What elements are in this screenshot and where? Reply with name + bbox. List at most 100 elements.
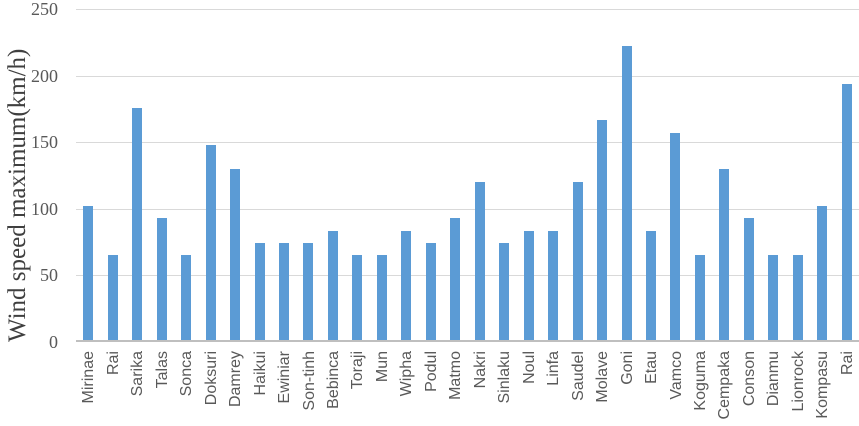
bar-Sonca: [181, 255, 192, 342]
bar-slot: [712, 9, 736, 342]
bar-slot: [516, 9, 540, 342]
bar-slot: [149, 9, 173, 342]
bar-Etau: [646, 231, 657, 342]
x-tick-label-text: Sinlaku: [496, 351, 514, 404]
bar-Conson: [743, 218, 754, 342]
bar-Matmo: [450, 218, 461, 342]
x-tick-label-text: Wipha: [398, 351, 416, 397]
bar-Rai: [107, 255, 118, 342]
x-tick-label-text: Dianmu: [765, 351, 783, 407]
bar-Kompasu: [817, 206, 828, 342]
bar-slot: [541, 9, 565, 342]
bar-slot: [345, 9, 369, 342]
bar-Sinlaku: [499, 243, 510, 342]
bar-slot: [419, 9, 443, 342]
bar-Nakri: [474, 182, 485, 342]
bar-slot: [786, 9, 810, 342]
bar-slot: [100, 9, 124, 342]
plot-area: [76, 9, 859, 342]
bar-Damrey: [230, 168, 241, 342]
bars-container: [76, 9, 859, 342]
bar-Sarika: [132, 107, 143, 342]
bar-slot: [247, 9, 271, 342]
bar-Koguma: [694, 255, 705, 342]
x-tick-label-text: Sarika: [129, 351, 147, 397]
x-tick-label-text: Koguma: [692, 351, 709, 411]
bar-Wipha: [401, 231, 412, 342]
bar-Rai: [841, 83, 852, 342]
x-tick-label-text: Matmo: [447, 351, 465, 400]
bar-slot: [688, 9, 712, 342]
bar-Ewiniar: [278, 243, 289, 342]
bar-slot: [761, 9, 785, 342]
bar-Haikui: [254, 243, 265, 342]
bar-Son-tinh: [303, 243, 314, 342]
bar-Podul: [425, 243, 436, 342]
bar-Mirinae: [83, 206, 94, 342]
bar-slot: [565, 9, 589, 342]
bar-Mun: [376, 255, 387, 342]
bar-slot: [443, 9, 467, 342]
gridline-100: [76, 209, 859, 210]
x-tick-label-text: Mirinae: [80, 351, 98, 404]
bar-slot: [76, 9, 100, 342]
bar-slot: [174, 9, 198, 342]
x-tick-label-text: Damrey: [227, 351, 244, 408]
x-tick-label-text: Mun: [373, 351, 391, 383]
bar-slot: [810, 9, 834, 342]
bar-Noul: [523, 231, 534, 342]
gridline-250: [76, 9, 859, 10]
gridline-200: [76, 76, 859, 77]
x-tick-label-text: Lionrock: [789, 351, 807, 412]
x-tick-label-text: Son-tinh: [300, 351, 318, 411]
x-tick-label-text: Toraji: [349, 351, 367, 390]
bar-Linfa: [548, 231, 559, 342]
x-tick-label-text: Ewiniar: [276, 351, 293, 404]
bar-Lionrock: [792, 255, 803, 342]
y-tick-label-100: 100: [31, 199, 58, 219]
x-tick-label-text: Rai: [104, 351, 122, 376]
bar-Bebinca: [327, 231, 338, 342]
bar-Toraji: [352, 255, 363, 342]
bar-Molave: [597, 119, 608, 342]
bar-slot: [492, 9, 516, 342]
bar-slot: [223, 9, 247, 342]
x-tick-label-text: Vamco: [667, 351, 685, 400]
x-tick-label-text: Molave: [594, 351, 612, 403]
y-tick-label-150: 150: [31, 132, 58, 152]
x-tick-label-text: Bebinca: [324, 351, 342, 409]
x-tick-label-text: Nakri: [471, 351, 489, 389]
bar-Doksuri: [205, 144, 216, 342]
y-tick-label-250: 250: [31, 0, 58, 19]
bar-slot: [370, 9, 394, 342]
bar-slot: [737, 9, 761, 342]
bar-Dianmu: [768, 255, 779, 342]
y-tick-label-200: 200: [31, 66, 58, 86]
x-tick-label-text: Etau: [643, 351, 660, 384]
bar-slot: [321, 9, 345, 342]
x-tick-label-text: Doksuri: [202, 351, 220, 406]
bar-slot: [639, 9, 663, 342]
bar-slot: [272, 9, 296, 342]
gridline-150: [76, 142, 859, 143]
x-tick-label-text: Kompasu: [814, 351, 832, 419]
x-tick-label-text: Noul: [520, 351, 538, 384]
bar-Vamco: [670, 132, 681, 342]
bar-slot: [663, 9, 687, 342]
x-tick-label-text: Cempaka: [716, 351, 734, 420]
y-tick-label-50: 50: [40, 265, 58, 285]
bar-Cempaka: [719, 168, 730, 342]
bar-Goni: [621, 46, 632, 342]
x-tick-label-text: Rai: [838, 351, 856, 376]
bar-slot: [590, 9, 614, 342]
bar-slot: [394, 9, 418, 342]
bar-slot: [296, 9, 320, 342]
x-tick-label-text: Talas: [153, 351, 171, 389]
x-tick-label-text: Linfa: [545, 351, 563, 386]
x-tick-label-text: Conson: [740, 351, 758, 407]
bar-slot: [835, 9, 859, 342]
x-tick-label-text: Sonca: [178, 351, 196, 397]
x-tick-label-text: Saudel: [569, 351, 587, 401]
bar-Talas: [156, 218, 167, 342]
